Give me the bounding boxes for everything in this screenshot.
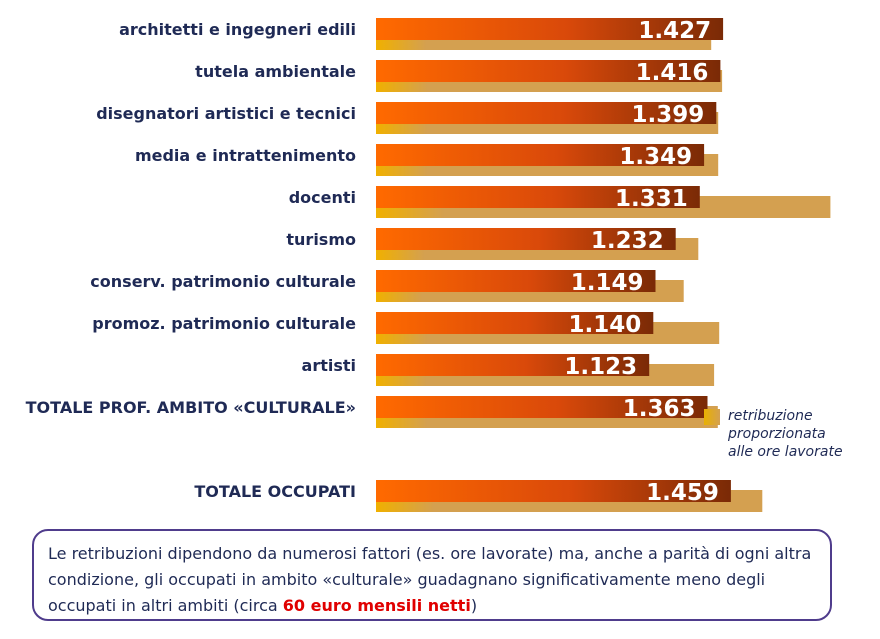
note-text: Le retribuzioni dipendono da numerosi fa… <box>48 544 812 615</box>
bar-value-label: 1.149 <box>571 270 644 296</box>
bar-value-label: 1.331 <box>615 186 688 212</box>
bar-main <box>376 60 721 82</box>
bar-main <box>376 186 700 208</box>
bar-value-label: 1.459 <box>646 480 719 506</box>
bar-main <box>376 228 676 250</box>
legend: retribuzione proporzionata alle ore lavo… <box>704 407 878 461</box>
category-label: conserv. patrimonio culturale <box>90 272 356 291</box>
legend-label: retribuzione proporzionata alle ore lavo… <box>728 407 878 461</box>
bar-main <box>376 354 650 376</box>
legend-swatch-proportional <box>704 409 720 425</box>
legend-line-3: alle ore lavorate <box>728 444 843 460</box>
legend-line-1: retribuzione <box>728 408 813 424</box>
bar-value-label: 1.123 <box>564 354 637 380</box>
bar-value-label: 1.399 <box>632 102 705 128</box>
bar-value-label: 1.140 <box>569 312 642 338</box>
category-label: tutela ambientale <box>195 62 356 81</box>
note-box: Le retribuzioni dipendono da numerosi fa… <box>32 529 832 621</box>
category-label: media e intrattenimento <box>135 146 356 165</box>
bar-main <box>376 312 654 334</box>
category-label: disegnatori artistici e tecnici <box>96 104 356 123</box>
bar-value-label: 1.416 <box>636 60 709 86</box>
bar-value-label: 1.363 <box>623 396 696 422</box>
category-label: architetti e ingegneri edili <box>119 20 356 39</box>
bar-value-label: 1.232 <box>591 228 664 254</box>
bar-value-label: 1.427 <box>638 18 711 44</box>
category-label: TOTALE OCCUPATI <box>194 482 356 501</box>
bar-main <box>376 396 708 418</box>
bar-main <box>376 102 717 124</box>
note-end: ) <box>470 596 478 615</box>
bar-main <box>376 480 731 502</box>
bar-value-label: 1.349 <box>619 144 692 170</box>
legend-line-2: proporzionata <box>728 426 826 442</box>
category-label: artisti <box>302 356 356 375</box>
category-label: turismo <box>286 230 356 249</box>
note-highlight: 60 euro mensili netti <box>282 596 471 615</box>
bar-main <box>376 144 705 166</box>
category-label: docenti <box>289 188 356 207</box>
bar-main <box>376 18 724 40</box>
bar-main <box>376 270 656 292</box>
category-label: promoz. patrimonio culturale <box>92 314 356 333</box>
category-label: TOTALE PROF. AMBITO «CULTURALE» <box>26 398 356 417</box>
bar-chart: 1.427 architetti e ingegneri edili 1.416 tu… <box>26 18 831 512</box>
